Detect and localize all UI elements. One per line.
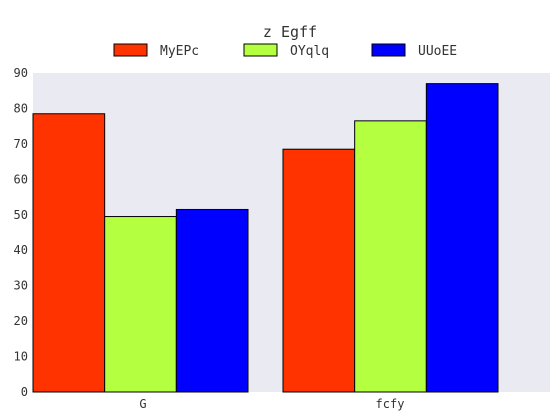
y-tick-label: 80 — [14, 101, 28, 115]
legend-swatch-UUoEE — [371, 43, 406, 57]
bars — [32, 83, 499, 393]
chart-title: z Egff — [263, 23, 317, 41]
y-tick-label: 60 — [14, 172, 28, 186]
y-tick-label: 20 — [14, 314, 28, 328]
y-tick-label: 10 — [14, 350, 28, 364]
y-tick-label: 70 — [14, 137, 28, 151]
legend-label: UUoEE — [418, 44, 457, 59]
y-tick-label: 90 — [14, 66, 28, 80]
legend-label: OYqlq — [290, 44, 329, 59]
legend-label: MyEPc — [160, 44, 199, 59]
y-tick-label: 50 — [14, 208, 28, 222]
bar-UUoEE-fcfy — [425, 83, 499, 393]
y-tick-label: 40 — [14, 243, 28, 257]
legend: MyEPc OYqlq UUoEE — [113, 43, 457, 59]
x-tick-label: G — [139, 397, 146, 411]
legend-swatch-MyEPc — [113, 43, 148, 57]
y-axis: 0 10 20 30 40 50 60 70 80 90 — [14, 66, 28, 399]
y-tick-label: 30 — [14, 279, 28, 293]
bar-OYqlq-fcfy — [354, 120, 427, 393]
legend-swatch-OYqlq — [243, 43, 278, 57]
bar-MyEPc-G — [32, 113, 106, 393]
bar-OYqlq-G — [104, 216, 177, 393]
bar-UUoEE-G — [175, 208, 249, 393]
y-tick-label: 0 — [21, 385, 28, 399]
x-tick-label: fcfy — [376, 397, 405, 411]
bar-MyEPc-fcfy — [282, 148, 356, 393]
